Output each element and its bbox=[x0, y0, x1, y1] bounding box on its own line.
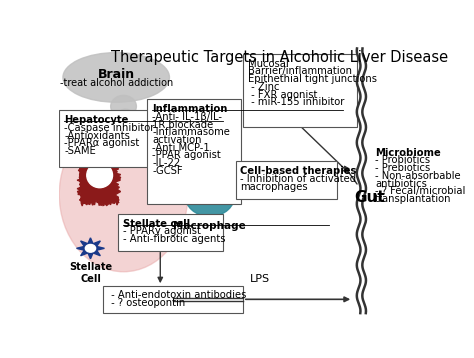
Text: - FXR agonist: - FXR agonist bbox=[248, 90, 317, 100]
Text: Macrophage: Macrophage bbox=[173, 221, 246, 231]
Ellipse shape bbox=[201, 180, 219, 195]
Text: -PPARα agonist: -PPARα agonist bbox=[64, 138, 139, 148]
Text: - Inhibition of activated: - Inhibition of activated bbox=[240, 174, 356, 184]
Text: -GCSF: -GCSF bbox=[152, 166, 183, 176]
Text: Hepatocyte: Hepatocyte bbox=[64, 115, 128, 125]
Text: -Anti- IL-1β/IL-: -Anti- IL-1β/IL- bbox=[152, 112, 222, 122]
Ellipse shape bbox=[59, 117, 188, 272]
Text: -Antioxidants: -Antioxidants bbox=[64, 131, 130, 141]
Text: Cell-based therapies: Cell-based therapies bbox=[240, 166, 357, 176]
Text: Microbiome: Microbiome bbox=[375, 148, 441, 158]
Text: - Prebiotics: - Prebiotics bbox=[375, 163, 430, 173]
FancyBboxPatch shape bbox=[118, 214, 223, 251]
Ellipse shape bbox=[118, 109, 133, 123]
Text: -SAME: -SAME bbox=[64, 146, 96, 156]
Text: Brain: Brain bbox=[98, 68, 135, 81]
Text: Mucosal: Mucosal bbox=[248, 59, 289, 69]
Text: activation: activation bbox=[152, 135, 202, 145]
Text: macrophages: macrophages bbox=[240, 182, 308, 192]
Text: Gut: Gut bbox=[354, 190, 385, 205]
Polygon shape bbox=[76, 238, 104, 259]
Text: - Probiotics: - Probiotics bbox=[375, 155, 430, 165]
Ellipse shape bbox=[87, 163, 112, 188]
Text: antibiotics: antibiotics bbox=[375, 179, 427, 189]
Text: - Anti-endotoxin antibodies: - Anti-endotoxin antibodies bbox=[108, 290, 246, 300]
Text: Barrier/inflammation: Barrier/inflammation bbox=[248, 66, 352, 76]
Text: Epithethial tight junctions: Epithethial tight junctions bbox=[248, 74, 377, 84]
Text: - PPARγ agonist: - PPARγ agonist bbox=[123, 226, 201, 236]
Text: Therapeutic Targets in Alcoholic Liver Disease: Therapeutic Targets in Alcoholic Liver D… bbox=[111, 50, 448, 65]
Text: - ? osteopontin: - ? osteopontin bbox=[108, 298, 185, 308]
Text: 1R blockade: 1R blockade bbox=[152, 120, 213, 130]
Ellipse shape bbox=[85, 245, 96, 252]
Text: - Anti-fibrotic agents: - Anti-fibrotic agents bbox=[123, 234, 225, 244]
Text: - miR-155 inhibitor: - miR-155 inhibitor bbox=[248, 97, 344, 107]
Text: -Inflammasome: -Inflammasome bbox=[152, 127, 230, 137]
Text: Inflammation: Inflammation bbox=[152, 104, 228, 114]
FancyBboxPatch shape bbox=[243, 54, 357, 127]
Text: - Non-absorbable: - Non-absorbable bbox=[375, 171, 461, 181]
Text: -PPAR agonist: -PPAR agonist bbox=[152, 150, 221, 160]
Text: Stellate cell: Stellate cell bbox=[123, 218, 190, 228]
Text: - Zinc: - Zinc bbox=[248, 82, 279, 92]
Text: - ? Fecal/microbial: - ? Fecal/microbial bbox=[375, 186, 465, 196]
Text: Stellate
Cell: Stellate Cell bbox=[69, 262, 112, 284]
Text: -Caspase inhibitor: -Caspase inhibitor bbox=[64, 123, 155, 133]
FancyBboxPatch shape bbox=[59, 111, 149, 167]
Ellipse shape bbox=[63, 53, 169, 102]
Text: transplantation: transplantation bbox=[375, 194, 452, 204]
Text: -IL-22: -IL-22 bbox=[152, 158, 181, 168]
Text: -Anti MCP-1: -Anti MCP-1 bbox=[152, 143, 210, 153]
FancyBboxPatch shape bbox=[236, 161, 337, 199]
FancyBboxPatch shape bbox=[147, 100, 241, 204]
Text: LPS: LPS bbox=[249, 274, 270, 284]
Text: -treat alcohol addiction: -treat alcohol addiction bbox=[60, 78, 173, 88]
Ellipse shape bbox=[184, 170, 236, 217]
FancyBboxPatch shape bbox=[103, 286, 243, 313]
Polygon shape bbox=[77, 144, 121, 206]
Ellipse shape bbox=[110, 95, 137, 117]
